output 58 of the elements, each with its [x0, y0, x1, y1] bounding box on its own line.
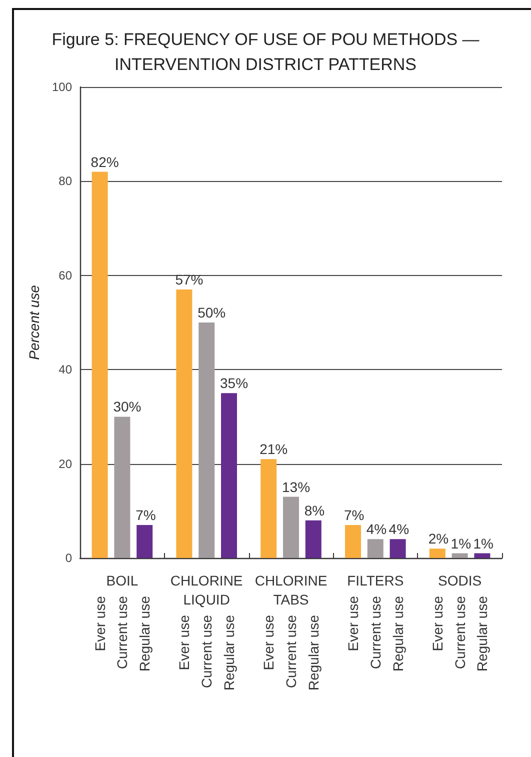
x-tick-label: BOIL — [106, 572, 138, 588]
text: Current use — [114, 596, 130, 670]
text: Current use — [283, 615, 299, 688]
x-tick-label: FILTERS — [347, 572, 404, 588]
text: Ever use — [429, 596, 446, 652]
bar — [429, 548, 446, 558]
bar — [305, 520, 322, 558]
text: Regular use — [221, 615, 237, 690]
y-tick-label: 40 — [58, 362, 72, 377]
text: Ever use — [260, 615, 277, 670]
data-label: 7% — [344, 507, 364, 524]
bar — [92, 172, 108, 558]
bar — [474, 553, 490, 558]
bar — [390, 539, 406, 558]
text: Ever use — [176, 615, 192, 670]
bar — [283, 496, 299, 558]
y-axis-title: Percent use — [26, 284, 42, 360]
bar — [452, 553, 468, 558]
bar — [198, 322, 215, 558]
text: Current use — [367, 596, 384, 670]
data-label: 1% — [473, 535, 494, 552]
data-label: 57% — [175, 272, 204, 288]
x-tick-label: SODIS — [438, 572, 482, 588]
data-label: 8% — [304, 502, 325, 518]
data-label: 82% — [90, 154, 119, 170]
y-tick-label: 60 — [58, 268, 72, 282]
data-label: 30% — [113, 398, 142, 415]
data-label: 2% — [428, 530, 449, 547]
data-label: 13% — [282, 478, 310, 495]
y-tick-label: 100 — [52, 80, 72, 94]
text: Regular use — [390, 596, 406, 672]
data-label: 4% — [388, 521, 410, 538]
data-label: 35% — [220, 375, 248, 392]
text: Ever use — [92, 596, 108, 652]
data-label: 1% — [450, 535, 472, 552]
chart-title: Figure 5: FREQUENCY OF USE OF POU METHODS — INTERVENTION DISTRICT PATTERNS — [52, 30, 480, 74]
bar — [114, 416, 130, 558]
x-tick-label: CHLORINE TABS — [254, 572, 328, 608]
text: Regular use — [136, 596, 153, 672]
y-tick-label: 80 — [58, 174, 72, 188]
bar — [176, 290, 192, 558]
data-label: 21% — [260, 441, 288, 458]
bar — [136, 525, 153, 558]
x-tick-label: CHLORINE LIQUID — [170, 572, 243, 608]
data-label: 50% — [198, 304, 226, 320]
bar — [367, 539, 384, 558]
bar — [260, 459, 277, 558]
y-tick-label: 0 — [65, 551, 72, 565]
text: Current use — [198, 615, 215, 688]
y-tick-label: 20 — [58, 456, 72, 471]
bar — [345, 525, 361, 558]
bar — [221, 393, 237, 558]
text: Regular use — [305, 615, 322, 690]
text: Current use — [452, 596, 468, 670]
data-label: 4% — [366, 521, 387, 538]
text: Ever use — [345, 596, 361, 652]
data-label: 7% — [136, 507, 156, 524]
text: Regular use — [474, 596, 490, 672]
